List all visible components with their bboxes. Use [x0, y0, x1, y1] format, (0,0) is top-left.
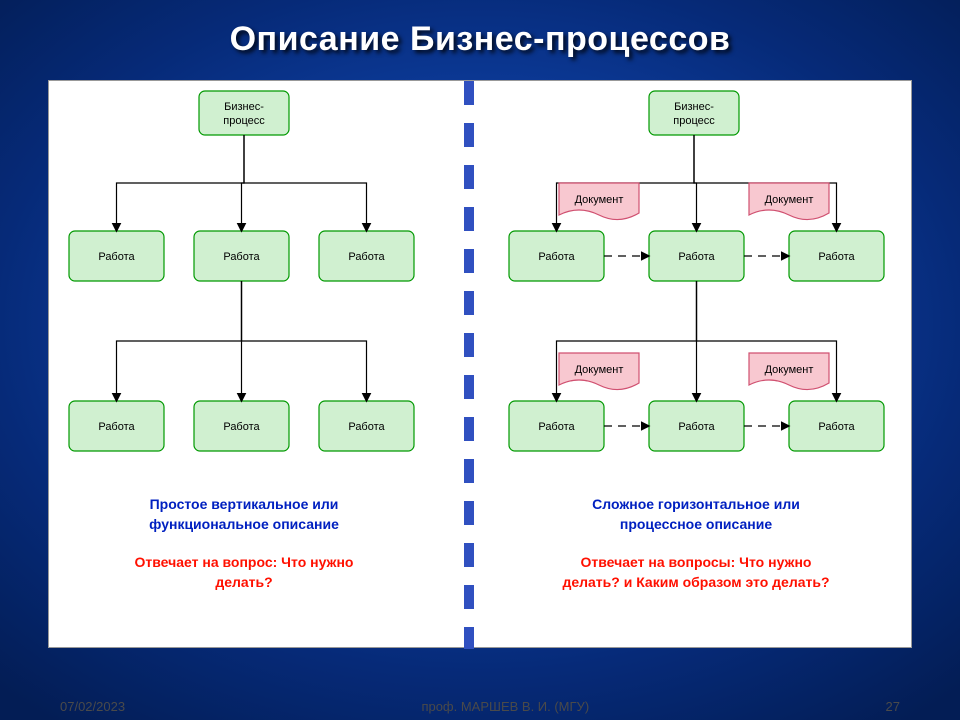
right-doc1-1-label: Документ	[765, 194, 814, 206]
right-row2-1-label: Работа	[678, 421, 715, 433]
right-row1-2-label: Работа	[818, 251, 855, 263]
left-caption-blue: Простое вертикальное или	[150, 496, 339, 512]
right-row2-0-label: Работа	[538, 421, 575, 433]
footer-author: проф. МАРШЕВ В. И. (МГУ)	[421, 699, 589, 714]
left-root	[199, 91, 289, 135]
connector	[242, 281, 367, 401]
right-doc1-0-label: Документ	[575, 194, 624, 206]
right-doc2-1-label: Документ	[765, 364, 814, 376]
connector	[244, 135, 367, 231]
right-doc2-0-label: Документ	[575, 364, 624, 376]
connector	[117, 135, 245, 231]
left-root-label: Бизнес-	[224, 101, 264, 113]
right-row1-1-label: Работа	[678, 251, 715, 263]
right-caption-blue: Сложное горизонтальное или	[592, 496, 800, 512]
left-row2-2-label: Работа	[348, 421, 385, 433]
slide-footer: 07/02/2023 проф. МАРШЕВ В. И. (МГУ) 27	[0, 699, 960, 714]
connector	[117, 281, 242, 401]
right-root-label: процесс	[673, 115, 715, 127]
left-caption-blue: функциональное описание	[149, 516, 339, 532]
right-root-label: Бизнес-	[674, 101, 714, 113]
left-row1-0-label: Работа	[98, 251, 135, 263]
left-root-label: процесс	[223, 115, 265, 127]
right-root	[649, 91, 739, 135]
footer-page: 27	[886, 699, 900, 714]
left-caption-red: Отвечает на вопрос: Что нужно	[135, 554, 354, 570]
left-row1-2-label: Работа	[348, 251, 385, 263]
right-row2-2-label: Работа	[818, 421, 855, 433]
slide-title: Описание Бизнес-процессов	[0, 0, 960, 67]
left-row1-1-label: Работа	[223, 251, 260, 263]
diagram-container: Бизнес-процесс Работа Работа Работа Работа Ра…	[48, 80, 912, 648]
right-row1-0-label: Работа	[538, 251, 575, 263]
left-row2-0-label: Работа	[98, 421, 135, 433]
left-caption-red: делать?	[215, 574, 272, 590]
right-caption-blue: процессное описание	[620, 516, 772, 532]
diagram-svg: Бизнес-процесс Работа Работа Работа Работа Ра…	[49, 81, 913, 649]
left-row2-1-label: Работа	[223, 421, 260, 433]
right-caption-red: Отвечает на вопросы: Что нужно	[581, 554, 812, 570]
footer-date: 07/02/2023	[60, 699, 125, 714]
right-caption-red: делать? и Каким образом это делать?	[562, 574, 829, 590]
